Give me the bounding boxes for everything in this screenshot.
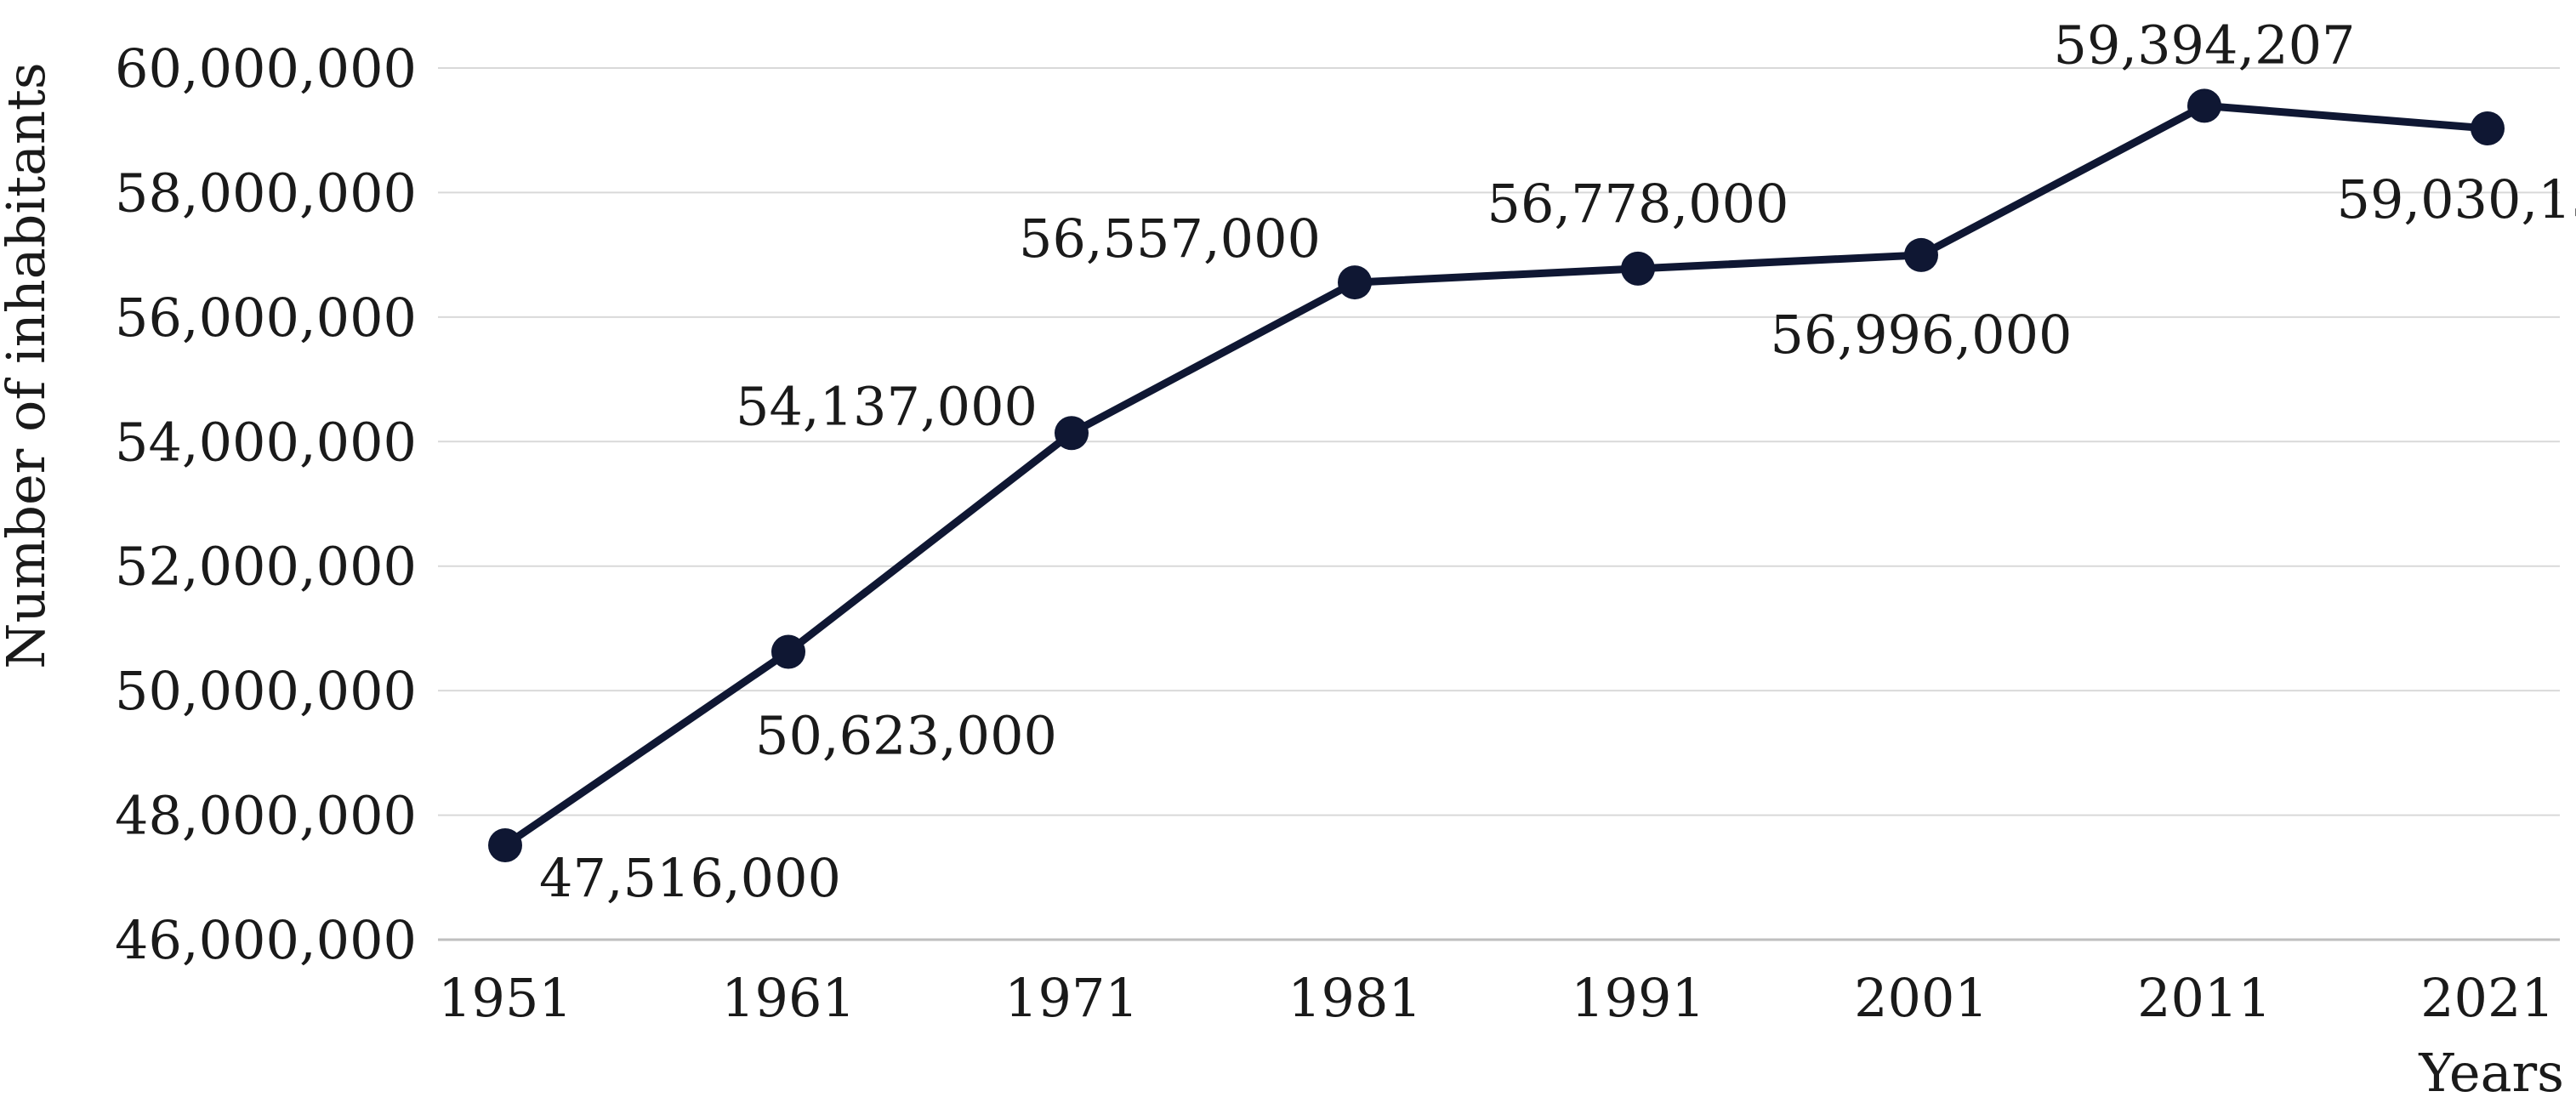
x-tick-label: 1991 (1571, 967, 1705, 1029)
data-point (1055, 416, 1089, 450)
data-label: 59,394,207 (2054, 14, 2356, 76)
x-tick-label: 1981 (1288, 967, 1422, 1029)
y-tick-label: 48,000,000 (115, 785, 417, 847)
data-point (1338, 265, 1372, 299)
data-label: 50,623,000 (755, 705, 1057, 767)
data-labels: 47,516,000 50,623,000 54,137,000 56,557,000… (539, 14, 2576, 909)
y-axis-title: Number of inhabitants (0, 62, 57, 668)
x-axis-title: Years (2418, 1042, 2564, 1104)
data-point (2471, 111, 2505, 145)
x-tick-label: 2001 (1854, 967, 1988, 1029)
y-tick-labels: 46,000,000 48,000,000 50,000,000 52,000,000… (115, 37, 417, 971)
data-point (1621, 252, 1655, 286)
data-label: 59,030,133 (2337, 168, 2576, 230)
y-tick-label: 52,000,000 (115, 536, 417, 598)
y-tick-label: 54,000,000 (115, 411, 417, 473)
x-tick-label: 2011 (2137, 967, 2272, 1029)
data-label: 54,137,000 (736, 375, 1038, 437)
data-label: 47,516,000 (539, 847, 841, 909)
x-tick-labels: 1951 1961 1971 1981 1991 2001 2011 2021 (438, 967, 2555, 1029)
y-tick-label: 50,000,000 (115, 660, 417, 722)
x-tick-label: 1951 (438, 967, 572, 1029)
data-point (771, 635, 805, 669)
y-tick-label: 60,000,000 (115, 37, 417, 99)
data-point (488, 828, 522, 862)
data-point (1904, 238, 1938, 272)
y-tick-label: 56,000,000 (115, 287, 417, 349)
x-tick-label: 2021 (2420, 967, 2555, 1029)
y-tick-label: 46,000,000 (115, 909, 417, 971)
x-tick-label: 1961 (721, 967, 856, 1029)
data-label: 56,778,000 (1487, 173, 1789, 235)
y-tick-label: 58,000,000 (115, 162, 417, 224)
data-label: 56,557,000 (1019, 207, 1321, 270)
x-tick-label: 1971 (1004, 967, 1139, 1029)
data-point (2187, 88, 2221, 122)
data-label: 56,996,000 (1771, 304, 2073, 366)
